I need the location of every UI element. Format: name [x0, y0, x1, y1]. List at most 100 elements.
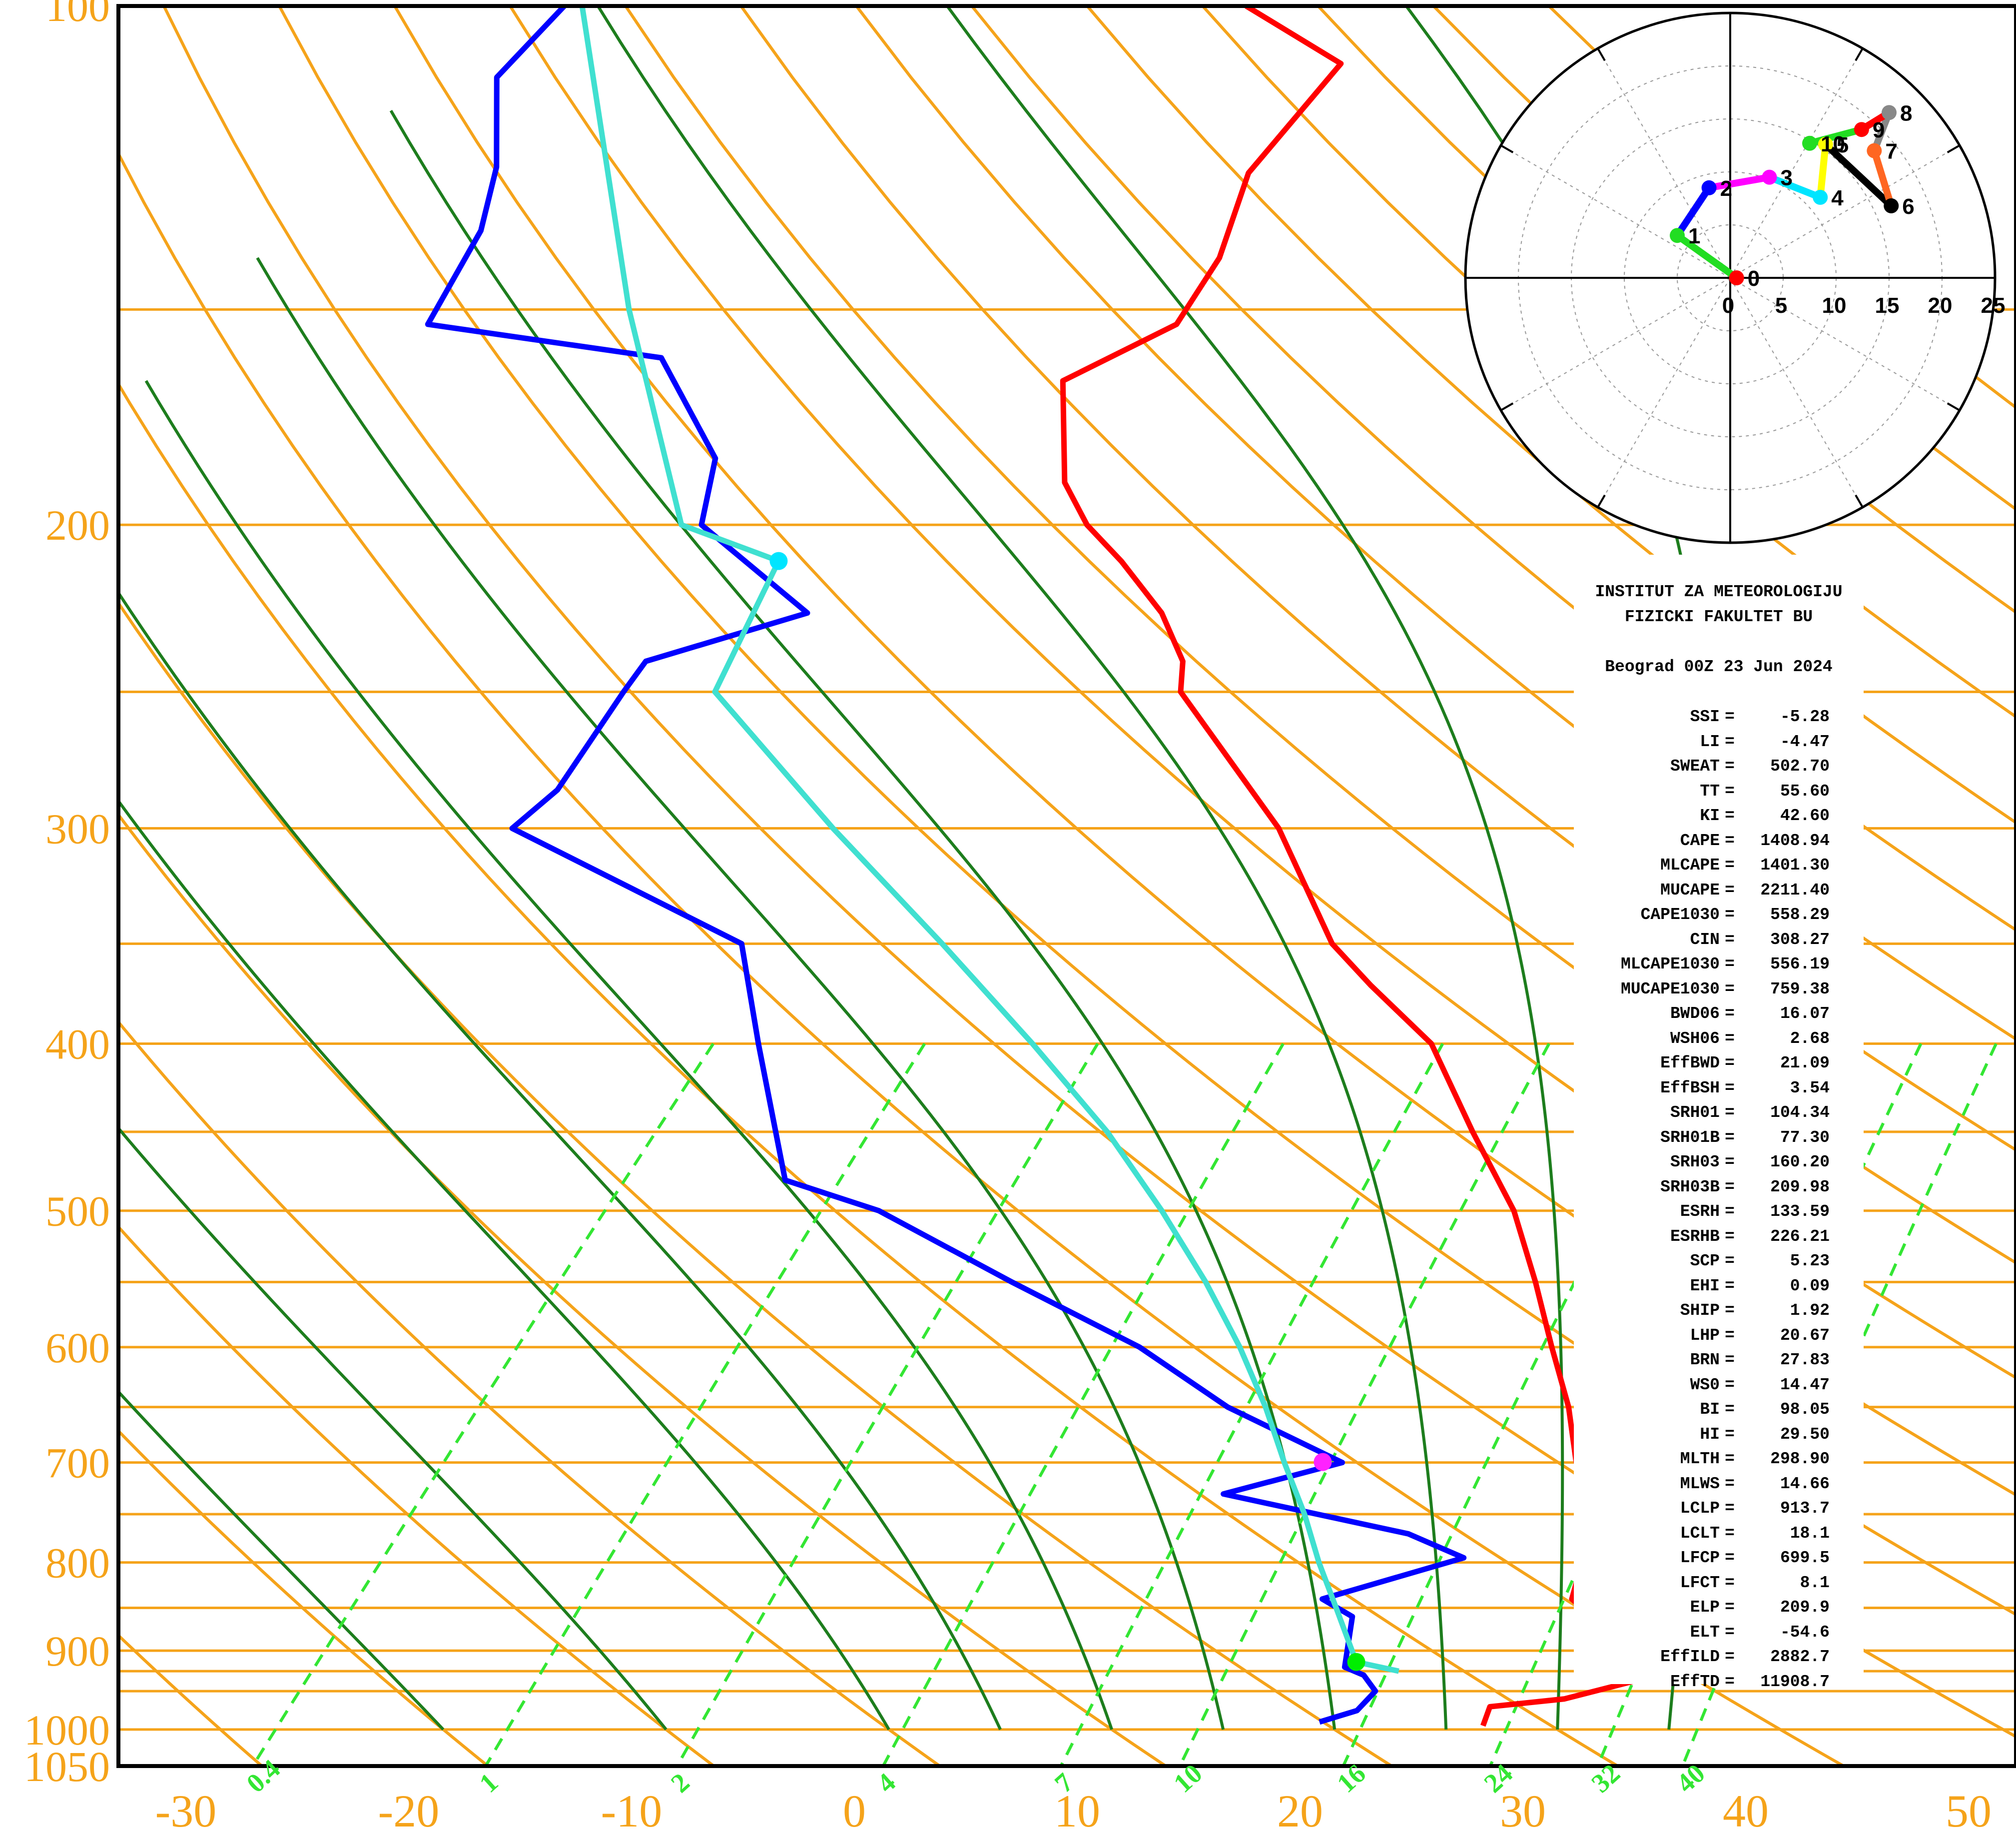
index-name: SRH03: [1670, 1153, 1720, 1171]
hodograph-segment: [1766, 173, 1824, 201]
hodograph-point-label: 10: [1821, 132, 1845, 156]
index-row: BI = 98.05: [1574, 1397, 1864, 1422]
hodograph-point: [1701, 180, 1717, 195]
dry-adiabat: [509, 6, 2016, 1380]
index-name: BI: [1700, 1400, 1720, 1419]
index-row: EffILD = 2882.7: [1574, 1645, 1864, 1670]
hodograph-point: [1884, 198, 1899, 213]
index-value: 502.70: [1770, 757, 1830, 776]
index-row: MLTH = 298.90: [1574, 1447, 1864, 1472]
index-row: SRH03 = 160.20: [1574, 1150, 1864, 1175]
index-value: 5.23: [1790, 1252, 1830, 1270]
hodograph-point-label: 6: [1902, 194, 1914, 219]
temperature-tick-label: 30: [1500, 1786, 1546, 1829]
index-row: WS0 = 14.47: [1574, 1373, 1864, 1398]
index-equals: =: [1725, 1499, 1735, 1518]
hodograph-outer-ring: [1464, 11, 1997, 544]
index-name: EffBSH: [1660, 1078, 1720, 1097]
hodograph-point: [1762, 169, 1777, 185]
index-value: 18.1: [1790, 1524, 1830, 1543]
hodograph-segment: [1705, 173, 1773, 191]
index-equals: =: [1725, 906, 1735, 924]
index-value: 2.68: [1790, 1029, 1830, 1048]
index-value: 2882.7: [1770, 1648, 1830, 1666]
dry-adiabat: [118, 1429, 489, 1766]
hodograph-tick-label: 0: [1722, 293, 1734, 318]
dewpoint-profile: [425, 6, 1467, 1725]
hodograph-point: [1882, 105, 1897, 120]
index-name: MUCAPE: [1660, 881, 1720, 900]
temperature-tick-label: 50: [1946, 1786, 1992, 1829]
index-value: 27.83: [1780, 1351, 1830, 1369]
temperature-tick-label: 0: [843, 1786, 866, 1829]
index-row: ESRHB = 226.21: [1574, 1224, 1864, 1249]
index-equals: =: [1725, 1351, 1735, 1369]
pressure-tick-label: 100: [45, 0, 110, 30]
index-value: 14.47: [1780, 1375, 1830, 1394]
index-equals: =: [1725, 1004, 1735, 1023]
index-name: ESRH: [1680, 1202, 1720, 1221]
hodograph-tick-label: 25: [1981, 293, 2006, 318]
index-equals: =: [1725, 732, 1735, 751]
index-equals: =: [1725, 708, 1735, 726]
hodograph-edge-tick: [1597, 494, 1606, 508]
indices-panel: INSTITUT ZA METEOROLOGIJU FIZICKI FAKULT…: [1574, 555, 1864, 1691]
index-value: 133.59: [1770, 1202, 1830, 1221]
pressure-tick-label: 700: [45, 1439, 110, 1487]
temperature-tick-label: 20: [1277, 1786, 1323, 1829]
index-equals: =: [1725, 1450, 1735, 1468]
index-row: ESRH = 133.59: [1574, 1199, 1864, 1224]
index-value: 8.1: [1800, 1573, 1830, 1592]
pressure-tick-label: 900: [45, 1627, 110, 1675]
index-row: HI = 29.50: [1574, 1422, 1864, 1447]
hodograph-spoke: [1500, 277, 1731, 411]
hodograph-tick-label: 10: [1822, 293, 1847, 318]
dry-adiabat: [118, 812, 1167, 1766]
hodograph-point-label: 5: [1837, 133, 1849, 157]
index-equals: =: [1725, 782, 1735, 801]
index-equals: =: [1725, 1227, 1735, 1246]
index-row: EffBWD = 21.09: [1574, 1051, 1864, 1076]
index-equals: =: [1725, 1054, 1735, 1072]
index-equals: =: [1725, 807, 1735, 825]
mixing-ratio-line: [1059, 1043, 1444, 1766]
index-equals: =: [1725, 831, 1735, 850]
moist-adiabat: [144, 380, 1114, 1730]
pressure-tick-label: 1000: [24, 1706, 110, 1754]
hodograph-edge-tick: [1947, 402, 1960, 411]
index-name: SSI: [1690, 708, 1720, 726]
index-equals: =: [1725, 1549, 1735, 1567]
index-value: 29.50: [1780, 1425, 1830, 1444]
hodograph-point-label: 3: [1780, 166, 1792, 190]
index-name: LCLT: [1680, 1524, 1720, 1543]
index-equals: =: [1725, 1598, 1735, 1617]
index-row: SWEAT = 502.70: [1574, 754, 1864, 779]
hodograph-point: [1729, 270, 1744, 285]
index-value: 160.20: [1770, 1153, 1830, 1171]
hodograph-spoke: [1730, 277, 1960, 411]
index-row: MUCAPE1030 = 759.38: [1574, 977, 1864, 1002]
moist-adiabat: [118, 590, 1002, 1731]
index-value: 556.19: [1770, 955, 1830, 973]
mixing-ratio-line: [1178, 1043, 1551, 1766]
hodograph-spoke: [1730, 48, 1863, 278]
hodograph-edge-tick: [1500, 402, 1514, 411]
moist-adiabat: [118, 1126, 668, 1731]
dry-adiabat: [624, 6, 2016, 1265]
index-row: MLCAPE1030 = 556.19: [1574, 952, 1864, 977]
index-equals: =: [1725, 1301, 1735, 1320]
index-name: MUCAPE1030: [1620, 979, 1720, 998]
index-row: BWD06 = 16.07: [1574, 1001, 1864, 1026]
index-row: ELT = -54.6: [1574, 1620, 1864, 1645]
index-name: LCLP: [1680, 1499, 1720, 1518]
index-name: BRN: [1690, 1351, 1720, 1369]
index-row: SHIP = 1.92: [1574, 1298, 1864, 1323]
hodograph-spoke: [1597, 277, 1731, 508]
hodograph-point-label: 8: [1900, 101, 1912, 125]
index-row: SSI = -5.28: [1574, 705, 1864, 730]
lcl-marker: [1347, 1653, 1365, 1671]
index-row: EffTD = 11908.7: [1574, 1670, 1864, 1695]
index-value: 21.09: [1780, 1054, 1830, 1072]
hodograph-tick-label: 5: [1775, 293, 1787, 318]
hodograph-segment: [1674, 184, 1713, 239]
